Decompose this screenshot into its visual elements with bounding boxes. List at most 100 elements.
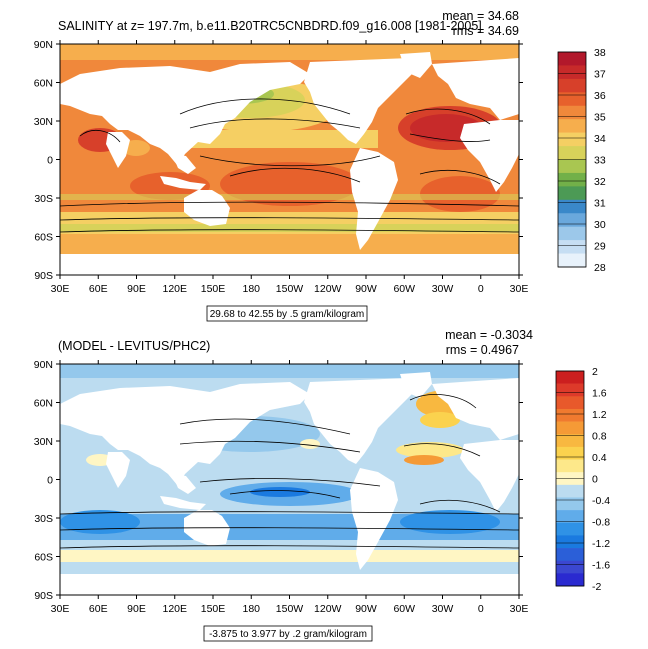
colorbar-tick-label: 0.4 <box>592 452 607 464</box>
colorbar-tick-label: 33 <box>594 155 606 167</box>
colorbar-tick-label: 2 <box>592 366 598 378</box>
panel2-title: (MODEL - LEVITUS/PHC2) <box>58 339 210 353</box>
colorbar-tick-label: -1.6 <box>592 560 610 572</box>
lon-tick-label: 90W <box>355 603 377 615</box>
lat-tick-label: 90N <box>34 359 53 371</box>
colorbar-swatch <box>558 213 586 227</box>
panel2-footer: -3.875 to 3.977 by .2 gram/kilogram <box>209 629 367 640</box>
colorbar-swatch <box>558 186 586 201</box>
panel1-colorbar: 38 37 36 35 34 33 32 31 30 29 28 <box>557 47 606 274</box>
panel1-rms: rms = 34.69 <box>453 24 519 38</box>
lon-tick-label: 60W <box>393 283 415 295</box>
panel1-lon-axis: 30E 60E 90E 120E 150E 180 150W 120W 90W 60W 30W 0 30… <box>51 40 529 295</box>
lon-tick-label: 180 <box>242 603 260 615</box>
lon-tick-label: 120W <box>314 283 342 295</box>
colorbar-swatch <box>556 497 584 511</box>
colorbar-tick-label: 31 <box>594 198 606 210</box>
colorbar-swatch <box>558 132 586 147</box>
colorbar-tick-label: 29 <box>594 241 606 253</box>
lat-tick-label: 30S <box>34 513 53 525</box>
colorbar-swatch <box>558 52 586 66</box>
colorbar-tick-label: 38 <box>594 47 606 59</box>
colorbar-tick-label: 34 <box>594 133 606 145</box>
lon-tick-label: 120W <box>314 603 342 615</box>
colorbar-swatch <box>556 446 584 460</box>
panel2-lat-axis: 90N 60N 30N 0 30S 60S 90S <box>34 359 523 602</box>
colorbar-tick-label: 32 <box>594 176 606 188</box>
panel2-lon-axis: 30E 60E 90E 120E 150E 180 150W 120W 90W 60W 30W 0 30… <box>51 360 529 615</box>
colorbar-swatch <box>556 396 584 410</box>
lon-tick-label: 150E <box>201 603 226 615</box>
lat-tick-label: 0 <box>47 155 53 167</box>
colorbar-swatch <box>556 573 584 587</box>
colorbar-swatch <box>558 226 586 241</box>
panel2-mean: mean = -0.3034 <box>445 328 533 342</box>
lon-tick-label: 30E <box>510 603 529 615</box>
lat-tick-label: 90S <box>34 270 53 282</box>
colorbar-swatch <box>558 159 586 174</box>
lon-tick-label: 30E <box>51 283 70 295</box>
panel1-lat-axis: 90N 60N 30N 0 30S 60S 90S <box>34 39 523 282</box>
colorbar-swatch <box>558 119 586 133</box>
lat-tick-label: 30N <box>34 116 53 128</box>
colorbar-swatch <box>558 78 586 93</box>
colorbar-swatch <box>556 560 584 574</box>
colorbar-tick-label: 0 <box>592 474 598 486</box>
lon-tick-label: 60E <box>89 603 108 615</box>
colorbar-swatch <box>556 421 584 435</box>
lat-tick-label: 90S <box>34 590 53 602</box>
colorbar-tick-label: 36 <box>594 90 606 102</box>
lat-tick-label: 90N <box>34 39 53 51</box>
lat-tick-label: 60N <box>34 398 53 410</box>
colorbar-swatch <box>556 459 584 473</box>
lon-tick-label: 0 <box>478 283 484 295</box>
lon-tick-label: 150W <box>276 603 304 615</box>
salinity-map <box>60 44 519 275</box>
colorbar-tick-label: 35 <box>594 112 606 124</box>
colorbar-swatch <box>556 383 584 397</box>
colorbar-swatch <box>558 146 586 160</box>
colorbar-swatch <box>558 92 586 107</box>
lon-tick-label: 30E <box>51 603 70 615</box>
lat-tick-label: 0 <box>47 475 53 487</box>
lon-tick-label: 90W <box>355 283 377 295</box>
panel2-rms: rms = 0.4967 <box>446 343 519 357</box>
lon-tick-label: 180 <box>242 283 260 295</box>
colorbar-swatch <box>556 434 584 448</box>
colorbar-swatch <box>558 253 586 268</box>
lon-tick-label: 120E <box>162 283 187 295</box>
lon-tick-label: 150E <box>201 283 226 295</box>
lon-tick-label: 30W <box>432 283 454 295</box>
panel1-footer: 29.68 to 42.55 by .5 gram/kilogram <box>210 309 365 320</box>
colorbar-swatch <box>558 240 586 254</box>
lon-tick-label: 30E <box>510 283 529 295</box>
colorbar-tick-label: 28 <box>594 262 606 274</box>
colorbar-tick-label: -1.2 <box>592 538 610 550</box>
lon-tick-label: 30W <box>432 603 454 615</box>
colorbar-tick-label: 0.8 <box>592 431 607 443</box>
lon-tick-label: 60W <box>393 603 415 615</box>
panel1-footer-box <box>206 305 368 322</box>
colorbar-tick-label: 37 <box>594 69 606 81</box>
lon-tick-label: 90E <box>127 283 146 295</box>
lat-tick-label: 60N <box>34 78 53 90</box>
lon-tick-label: 120E <box>162 603 187 615</box>
lon-tick-label: 60E <box>89 283 108 295</box>
colorbar-tick-label: 1.6 <box>592 388 607 400</box>
lon-tick-label: 150W <box>276 283 304 295</box>
lon-tick-label: 90E <box>127 603 146 615</box>
colorbar-swatch <box>556 548 584 562</box>
colorbar-swatch <box>558 65 586 80</box>
lat-tick-label: 30S <box>34 193 53 205</box>
colorbar-swatch <box>556 484 584 498</box>
colorbar-tick-label: 30 <box>594 219 606 231</box>
colorbar-swatch <box>558 105 586 120</box>
colorbar-swatch <box>558 172 586 187</box>
salinity-diff-map <box>60 364 519 595</box>
lat-tick-label: 60S <box>34 552 53 564</box>
panel2-colorbar: 2 1.6 1.2 0.8 0.4 0 -0.4 -0.8 -1.2 -1.6 -2 <box>555 366 610 593</box>
lat-tick-label: 30N <box>34 436 53 448</box>
colorbar-swatch <box>558 199 586 214</box>
lat-tick-label: 60S <box>34 232 53 244</box>
colorbar-swatch <box>556 522 584 536</box>
